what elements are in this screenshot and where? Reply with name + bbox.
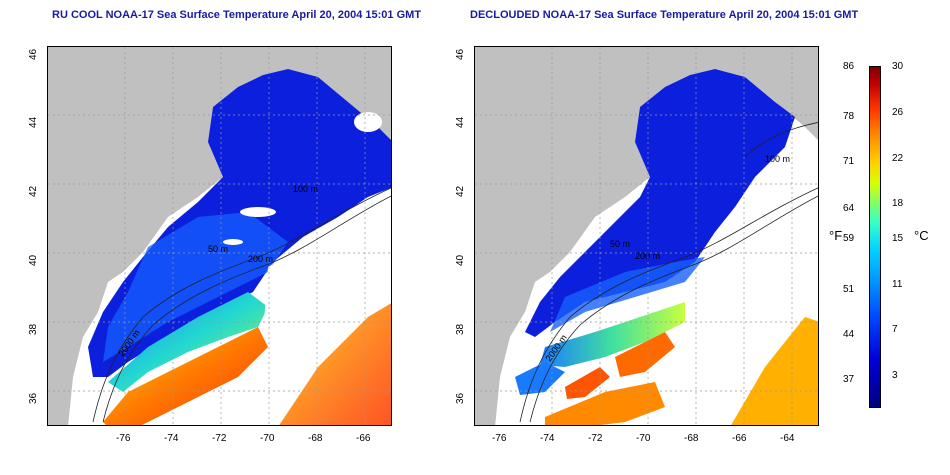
- lat-tick-label: 46: [28, 48, 39, 60]
- temperature-colorbar: [869, 66, 881, 408]
- slope-water-patch: [515, 362, 565, 395]
- lon-tick-label: -72: [588, 433, 603, 444]
- lon-tick-label: -72: [212, 433, 227, 444]
- fahrenheit-tick: 44: [843, 329, 855, 340]
- lon-tick-label: -76: [492, 433, 507, 444]
- celsius-tick: 3: [892, 370, 898, 381]
- warm-patch-offshore: [731, 317, 818, 425]
- celsius-unit: °C: [914, 228, 929, 243]
- offshore-warm-band: [279, 303, 391, 425]
- lat-tick-label: 46: [455, 48, 466, 60]
- lon-tick-label: -76: [116, 433, 131, 444]
- lat-tick-label: 42: [455, 185, 466, 197]
- fahrenheit-tick: 59: [843, 233, 855, 244]
- slope-water: [108, 292, 268, 392]
- lon-tick-label: -70: [260, 433, 275, 444]
- cloud-patch: [354, 112, 382, 132]
- shelf-water: [525, 69, 795, 337]
- fahrenheit-tick: 78: [843, 111, 855, 122]
- lat-tick-label: 36: [455, 392, 466, 404]
- right-sst-map-canvas: 100 m 200 m 50 m 2000 m: [475, 47, 818, 425]
- lon-tick-label: -74: [164, 433, 179, 444]
- warm-patch-bottom: [545, 382, 665, 425]
- fahrenheit-unit: °F: [829, 228, 843, 243]
- fahrenheit-tick: 86: [843, 61, 855, 72]
- shelf-water-light: [103, 212, 288, 362]
- lat-tick-label: 40: [455, 254, 466, 266]
- lon-tick-label: -64: [780, 433, 795, 444]
- gulf-stream-warm: [103, 327, 268, 425]
- lat-tick-label: 38: [28, 323, 39, 335]
- right-sst-map: 100 m 200 m 50 m 2000 m: [474, 46, 819, 426]
- lon-tick-label: -66: [732, 433, 747, 444]
- isobath-contours: [92, 187, 391, 423]
- lat-tick-label: 42: [28, 185, 39, 197]
- celsius-tick: 11: [892, 279, 903, 290]
- lon-tick-label: -74: [540, 433, 555, 444]
- isobath-contours: [519, 122, 818, 423]
- celsius-tick: 22: [892, 153, 904, 164]
- cloud-patch: [240, 207, 276, 217]
- contour-label: 200 m: [248, 254, 273, 264]
- lon-tick-label: -68: [684, 433, 699, 444]
- left-sst-map-canvas: 200 m 100 m 50 m 2000 m: [48, 47, 391, 425]
- cloud-gap: [263, 198, 391, 347]
- warm-eddy: [615, 332, 675, 377]
- lon-tick-label: -70: [636, 433, 651, 444]
- left-map-title: RU COOL NOAA-17 Sea Surface Temperature …: [52, 9, 422, 21]
- left-sst-map: 200 m 100 m 50 m 2000 m: [47, 46, 392, 426]
- contour-label: 50 m: [208, 244, 228, 254]
- fahrenheit-tick: 71: [843, 156, 855, 167]
- contour-label: 100 m: [293, 184, 318, 194]
- contour-label: 100 m: [765, 154, 790, 164]
- fahrenheit-tick: 37: [843, 374, 855, 385]
- contour-label: 200 m: [635, 251, 660, 261]
- fahrenheit-tick: 64: [843, 203, 855, 214]
- right-map-title: DECLOUDED NOAA-17 Sea Surface Temperatur…: [470, 9, 859, 21]
- land-mass: [48, 47, 391, 425]
- lon-tick-label: -68: [308, 433, 323, 444]
- celsius-tick: 30: [892, 61, 904, 72]
- land-mass: [475, 47, 818, 425]
- lat-tick-label: 36: [28, 392, 39, 404]
- celsius-tick: 26: [892, 107, 904, 118]
- lat-tick-label: 40: [28, 254, 39, 266]
- fahrenheit-tick: 51: [843, 284, 855, 295]
- lat-tick-label: 44: [455, 116, 466, 128]
- slope-water: [540, 302, 685, 367]
- cloud-patch: [223, 239, 243, 245]
- celsius-tick: 18: [892, 198, 904, 209]
- celsius-tick: 7: [892, 324, 898, 335]
- shelf-water-light: [550, 257, 705, 332]
- celsius-tick: 15: [892, 233, 904, 244]
- lat-tick-label: 38: [455, 323, 466, 335]
- lat-tick-label: 44: [28, 116, 39, 128]
- lon-tick-label: -66: [356, 433, 371, 444]
- contour-label: 50 m: [610, 239, 630, 249]
